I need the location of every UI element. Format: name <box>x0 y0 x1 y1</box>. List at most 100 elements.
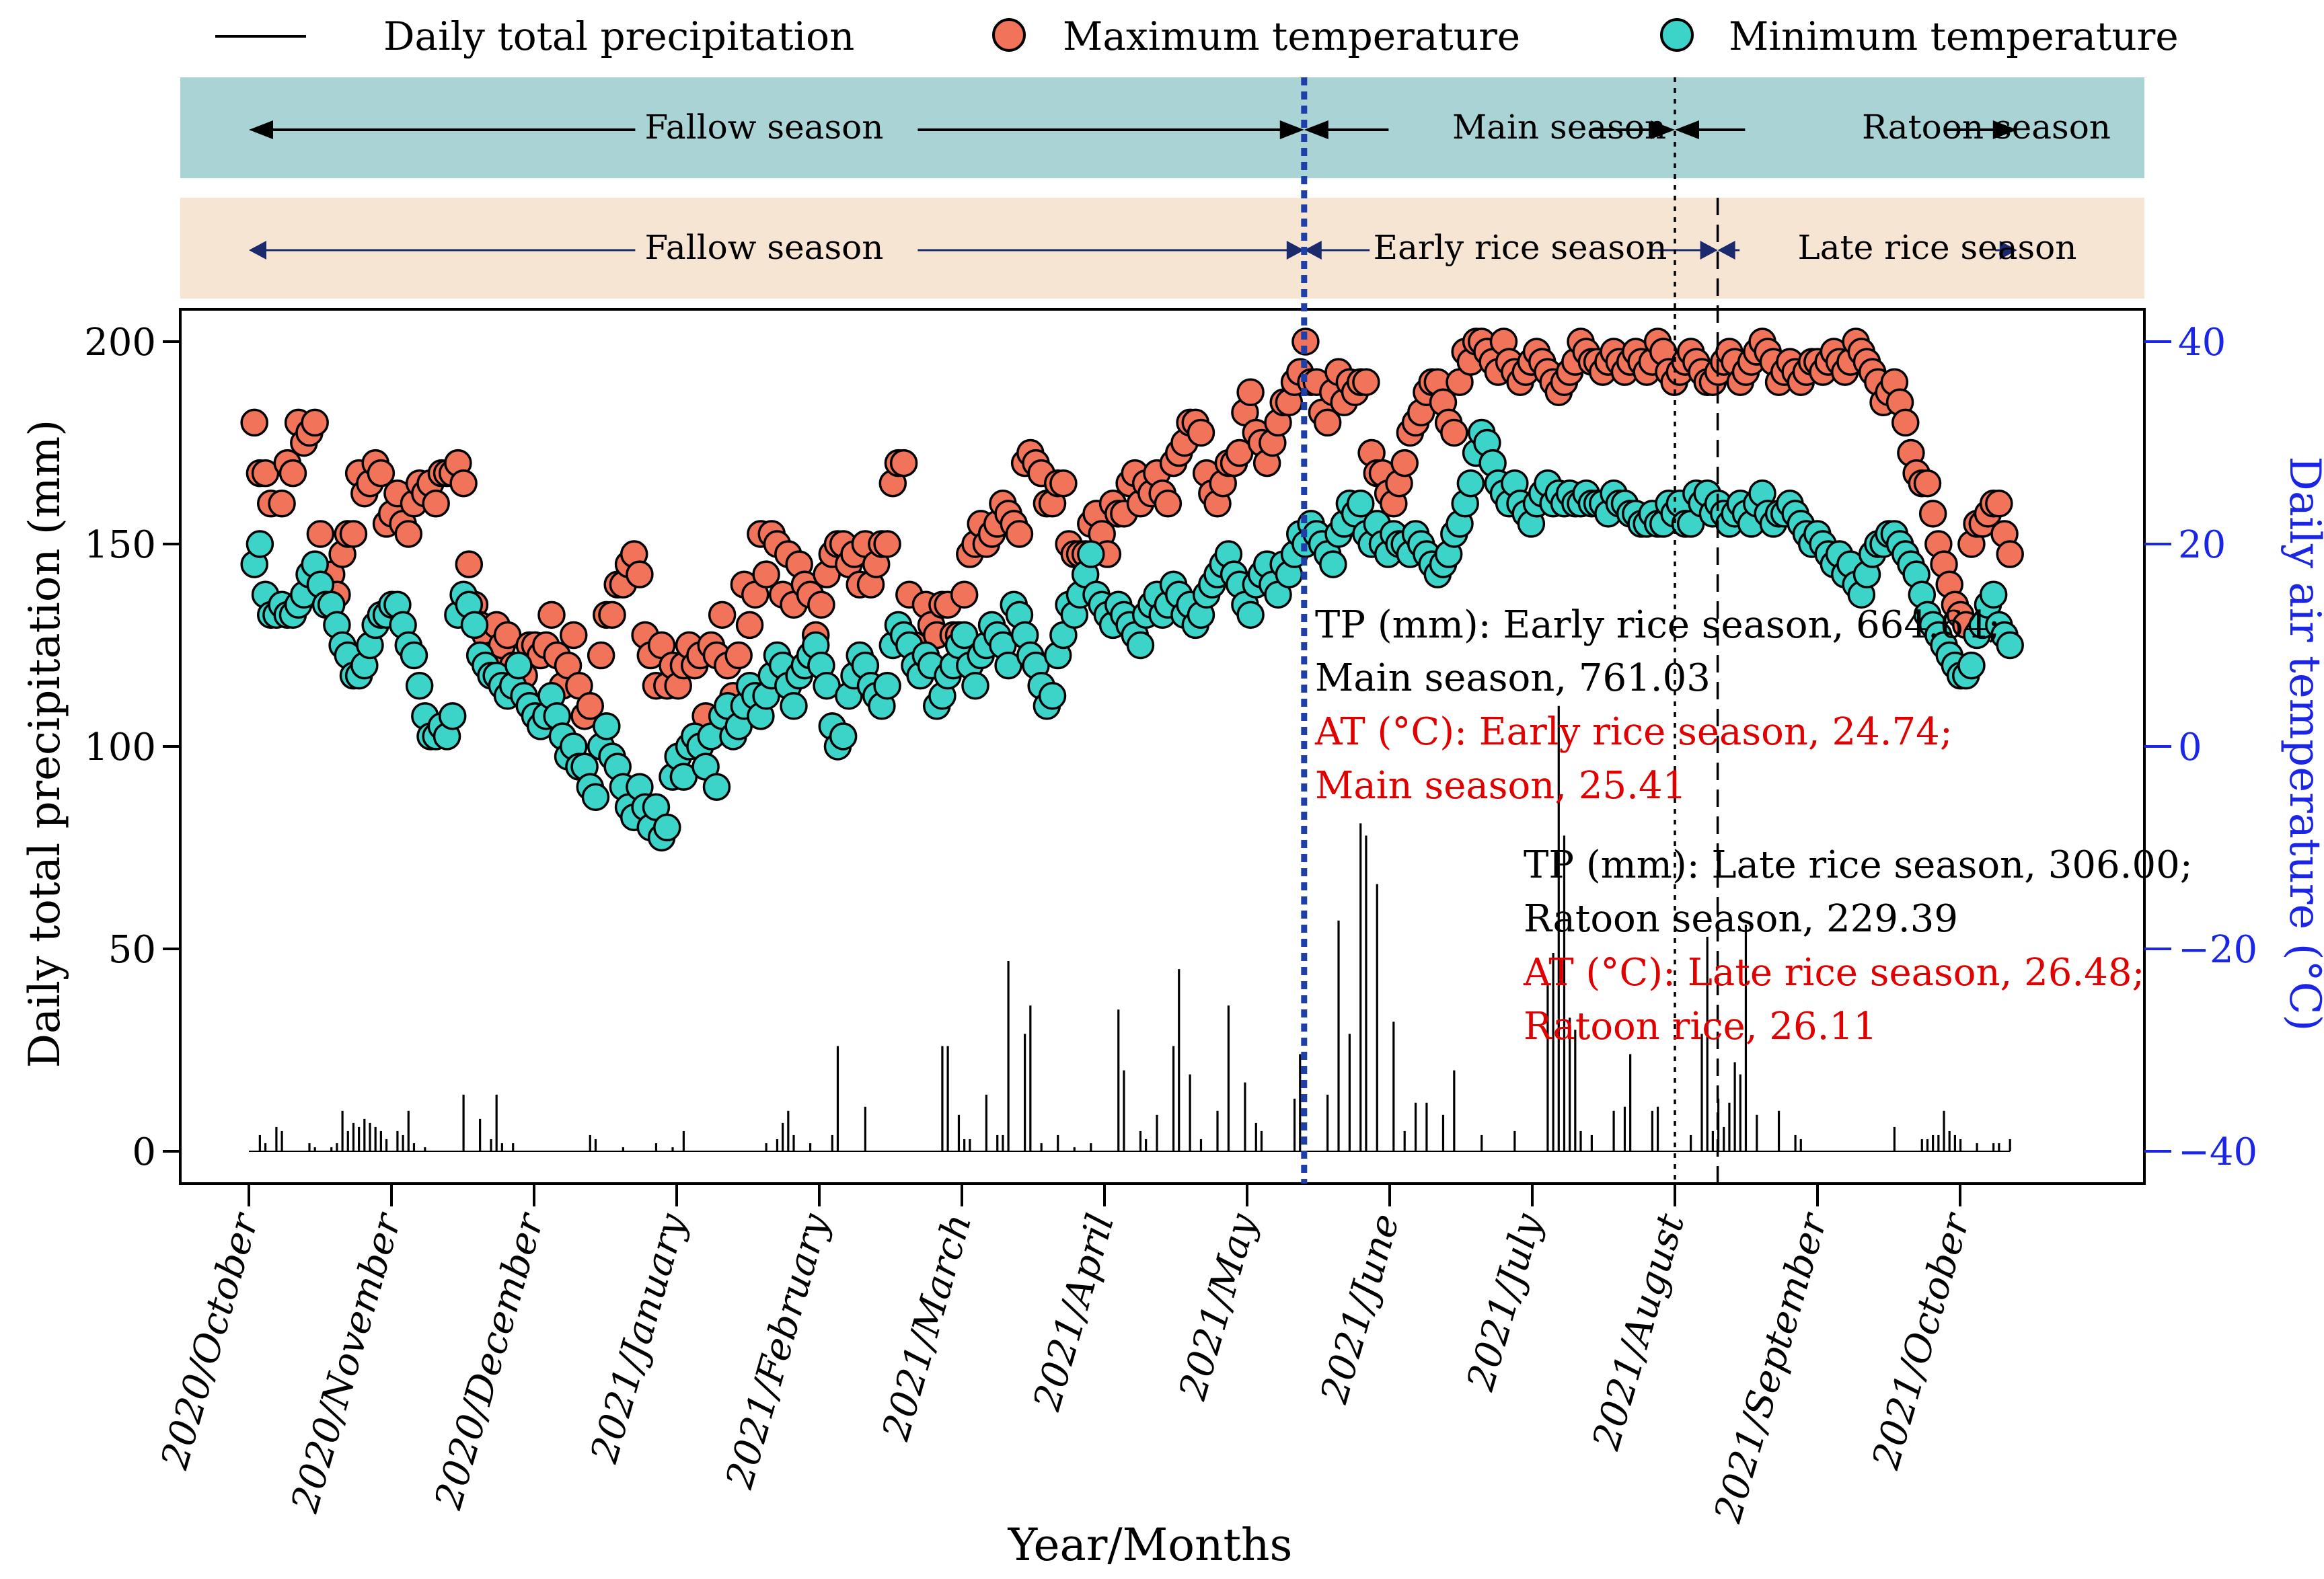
band-arrow-head <box>1304 241 1322 260</box>
band-arrow-head <box>1304 120 1328 139</box>
max-temperature-point <box>1005 520 1034 548</box>
max-temperature-point <box>576 692 605 720</box>
max-temperature-point <box>537 601 566 629</box>
band-arrow-head <box>1675 120 1699 139</box>
left-axis: 0 50 100 150 200 <box>84 321 180 1174</box>
x-axis-label: Year/Months <box>1008 1519 1293 1571</box>
precipitation-bars <box>249 705 2011 1152</box>
x-tick-label: 2021/March <box>874 1209 980 1446</box>
max-temperature-point <box>587 641 615 670</box>
min-temperature-point <box>1996 631 2024 660</box>
max-temperature-point <box>1996 540 2024 568</box>
max-temperature-point <box>268 490 296 518</box>
y-right-tick-label: 40 <box>2178 321 2226 364</box>
late-rice-label: Late rice season <box>1798 228 2077 267</box>
max-temperature-point <box>807 590 835 619</box>
band-arrow-head <box>249 120 273 139</box>
annotations: TP (mm): Early rice season, 664.64; Main… <box>1314 603 2193 1048</box>
max-temperature-point <box>752 560 780 588</box>
y-right-tick-label: −40 <box>2178 1130 2257 1174</box>
min-temperature-point <box>1346 490 1375 518</box>
min-temperature-point <box>873 671 901 700</box>
y-left-tick-label: 100 <box>84 726 156 769</box>
max-temperature-point <box>889 449 918 477</box>
ratoon-fallow-label: Fallow season <box>645 108 884 147</box>
y-left-tick-label: 0 <box>132 1130 156 1174</box>
annotation-at-late: AT (°C): Late rice season, 26.48; <box>1523 951 2144 995</box>
min-temperature-point <box>400 641 428 670</box>
min-temperature-point <box>581 783 610 811</box>
legend-min-temp-swatch <box>1660 18 1694 52</box>
max-temperature-point <box>598 601 626 629</box>
min-temperature-point <box>504 651 533 680</box>
max-temperature-point <box>455 550 484 578</box>
annotation-tp-ratoon: Ratoon season, 229.39 <box>1524 897 1958 941</box>
x-tick-label: 2021/October <box>1864 1207 1979 1474</box>
min-temperature-point <box>593 712 621 740</box>
max-temperature-point <box>306 520 335 548</box>
x-tick-label: 2021/January <box>583 1208 696 1469</box>
max-temperature-point <box>301 408 329 437</box>
band-arrow-head <box>1279 120 1304 139</box>
main-season-label: Main season <box>1452 108 1666 147</box>
min-temperature-point <box>1456 469 1485 498</box>
min-temperature-point <box>1319 550 1347 578</box>
max-temperature-point <box>559 621 588 650</box>
band-arrow-head <box>249 241 266 260</box>
max-temperature-point <box>735 611 764 640</box>
max-temperature-point <box>1236 378 1265 406</box>
max-temperature-point <box>1352 368 1380 396</box>
annotation-at-main: Main season, 25.41 <box>1315 764 1686 808</box>
ratoon-band <box>180 77 2144 178</box>
band-arrow-head <box>1651 120 1675 139</box>
max-temperature-point <box>240 408 268 437</box>
min-temperature-points <box>240 418 2024 852</box>
y-right-tick-label: 20 <box>2178 523 2226 567</box>
min-temperature-point <box>780 692 808 720</box>
y-axis-left-label: Daily total precipitation (mm) <box>20 420 70 1069</box>
band-arrow-head <box>1717 241 1735 260</box>
min-temperature-point <box>246 530 274 558</box>
max-temperature-point <box>950 580 979 609</box>
min-temperature-point <box>438 702 467 730</box>
legend-precipitation-label: Daily total precipitation <box>383 13 854 59</box>
x-tick-label: 2021/September <box>1706 1207 1836 1528</box>
min-temperature-point <box>405 671 434 700</box>
y-right-tick-label: −20 <box>2178 928 2257 972</box>
max-temperature-point <box>1891 408 1920 437</box>
early-rice-label: Early rice season <box>1374 228 1667 267</box>
min-temperature-point <box>1957 651 1986 680</box>
x-tick-label: 2021/June <box>1312 1209 1408 1409</box>
min-temperature-point <box>460 611 489 640</box>
double-fallow-label: Fallow season <box>645 228 884 267</box>
max-temperature-point <box>394 520 423 548</box>
y-left-tick-label: 50 <box>108 928 156 972</box>
annotation-tp-late: TP (mm): Late rice season, 306.00; <box>1524 843 2193 887</box>
annotation-tp-main: Main season, 761.03 <box>1315 656 1711 700</box>
max-temperature-point <box>1313 408 1342 437</box>
x-tick-label: 2021/May <box>1170 1208 1265 1405</box>
band-labels: Fallow season Main season Ratoon season … <box>645 108 2111 267</box>
max-temperature-point <box>1154 490 1183 518</box>
legend-max-temp-swatch <box>992 18 1026 52</box>
max-temperature-point <box>1187 418 1215 447</box>
min-temperature-point <box>1979 580 2008 609</box>
band-arrow-head <box>1999 241 2017 260</box>
min-temperature-point <box>1077 540 1105 568</box>
max-temperature-point <box>724 641 753 670</box>
ratoon-season-label: Ratoon season <box>1862 108 2111 147</box>
legend-min-temp-label: Minimum temperature <box>1729 13 2179 59</box>
x-tick-label: 2021/February <box>718 1208 838 1494</box>
max-temperature-point <box>278 459 307 488</box>
x-tick-label: 2020/October <box>153 1207 268 1474</box>
min-temperature-point <box>961 671 989 700</box>
max-temperature-point <box>1913 469 1942 498</box>
double-rice-band <box>180 198 2144 299</box>
min-temperature-point <box>829 722 858 750</box>
x-tick-label: 2021/April <box>1025 1209 1123 1416</box>
min-temperature-point <box>653 813 681 842</box>
max-temperature-point <box>1985 490 2013 518</box>
max-temperature-point <box>339 520 368 548</box>
